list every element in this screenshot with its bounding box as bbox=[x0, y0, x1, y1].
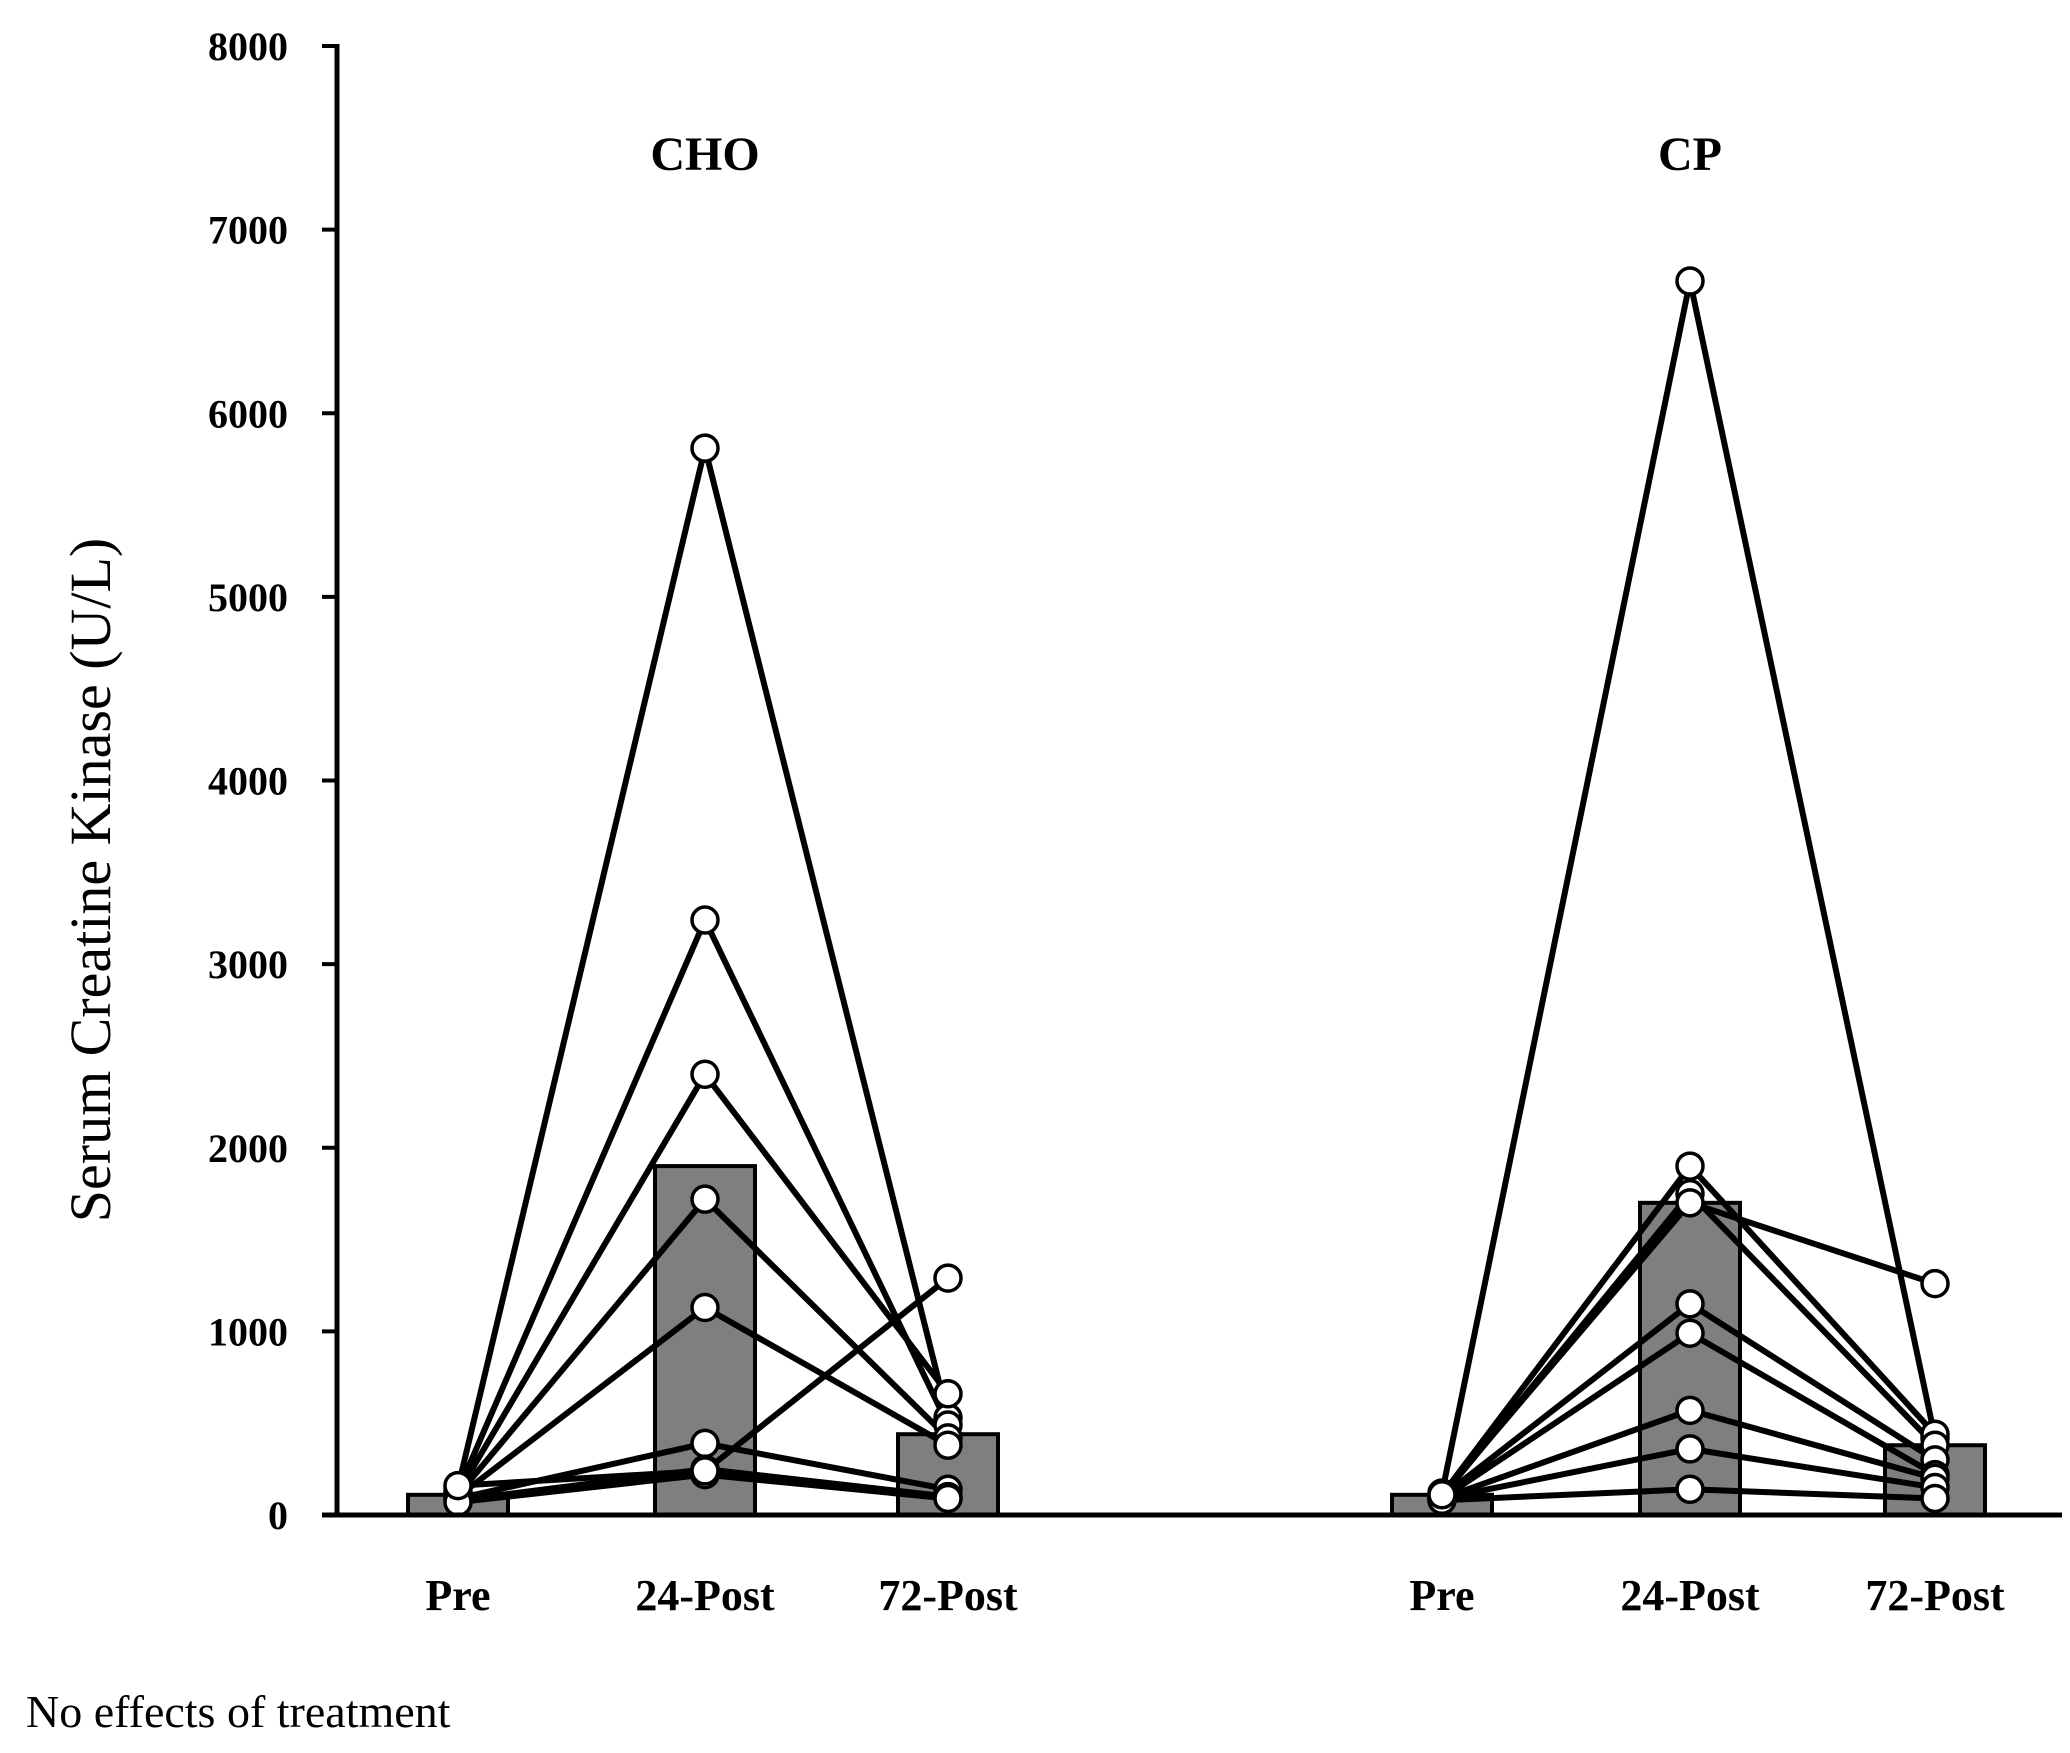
subject-point bbox=[690, 1184, 720, 1214]
y-tick-label: 4000 bbox=[208, 759, 288, 804]
subject-point bbox=[690, 1456, 720, 1486]
group-label-cp: CP bbox=[1658, 128, 1722, 181]
y-tick-label: 8000 bbox=[208, 24, 288, 69]
subject-point bbox=[933, 1263, 963, 1293]
subject-point bbox=[690, 905, 720, 935]
subject-point bbox=[690, 1292, 720, 1323]
footnote: No effects of treatment bbox=[26, 1686, 451, 1737]
subject-point bbox=[1920, 1483, 1950, 1514]
subject-point bbox=[933, 1430, 963, 1460]
category-label: Pre bbox=[425, 1571, 490, 1620]
group-label-cho: CHO bbox=[650, 128, 759, 181]
subject-point bbox=[443, 1470, 473, 1501]
subject-point bbox=[1675, 1289, 1705, 1319]
subject-point bbox=[933, 1483, 963, 1514]
subject-point bbox=[690, 1428, 720, 1459]
y-axis-title: Serum Creatine Kinase (U/L) bbox=[58, 538, 123, 1223]
category-label: Pre bbox=[1409, 1571, 1474, 1620]
subject-points-layer bbox=[443, 266, 1950, 1517]
subject-point bbox=[1675, 1474, 1705, 1505]
y-tick-label: 1000 bbox=[208, 1309, 288, 1354]
subject-point bbox=[1675, 1318, 1705, 1348]
y-tick-label: 3000 bbox=[208, 942, 288, 987]
y-ticks-layer: 0 1000 2000 3000 4000 5000 6000 7000 8000 bbox=[208, 24, 337, 1538]
subject-point bbox=[1675, 1188, 1705, 1218]
subject-point bbox=[933, 1379, 963, 1409]
category-label: 72-Post bbox=[878, 1571, 1018, 1620]
subject-point bbox=[1675, 1434, 1705, 1464]
subject-point bbox=[1675, 266, 1705, 296]
labels-layer: CHO Pre 24-Post 72-Post CP Pre 24-Post 72-Post bbox=[425, 128, 2005, 1620]
category-label: 72-Post bbox=[1865, 1571, 2005, 1620]
axes-layer bbox=[322, 44, 2062, 1518]
category-label: 24-Post bbox=[635, 1571, 775, 1620]
subject-point bbox=[690, 433, 720, 463]
subject-point bbox=[1920, 1268, 1950, 1299]
subject-point bbox=[1675, 1151, 1705, 1181]
y-tick-label: 7000 bbox=[208, 208, 288, 253]
y-tick-label: 5000 bbox=[208, 575, 288, 620]
y-tick-label: 2000 bbox=[208, 1126, 288, 1171]
y-tick-label: 6000 bbox=[208, 391, 288, 436]
subject-point bbox=[1427, 1480, 1457, 1510]
subject-point bbox=[690, 1059, 720, 1090]
category-label: 24-Post bbox=[1620, 1571, 1760, 1620]
subject-point bbox=[1675, 1395, 1705, 1426]
y-tick-label: 0 bbox=[268, 1493, 288, 1538]
